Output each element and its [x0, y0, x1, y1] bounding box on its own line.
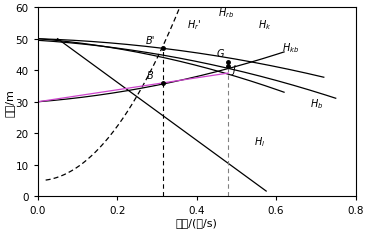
Text: G: G: [217, 49, 224, 59]
Text: $H_{k}$: $H_{k}$: [258, 18, 272, 32]
Text: J: J: [233, 64, 235, 75]
Text: $H_{b}$: $H_{b}$: [310, 97, 323, 111]
Text: $H_{r}$': $H_{r}$': [187, 18, 201, 32]
Text: B: B: [147, 71, 154, 81]
Text: $H_{l}$: $H_{l}$: [254, 135, 265, 149]
X-axis label: 流量/(㎥/s): 流量/(㎥/s): [176, 217, 217, 227]
Text: $H_{rb}$: $H_{rb}$: [219, 6, 235, 20]
Y-axis label: 扬程/m: 扬程/m: [4, 88, 14, 116]
Text: B': B': [146, 36, 155, 46]
Text: $H_{kb}$: $H_{kb}$: [282, 41, 299, 54]
